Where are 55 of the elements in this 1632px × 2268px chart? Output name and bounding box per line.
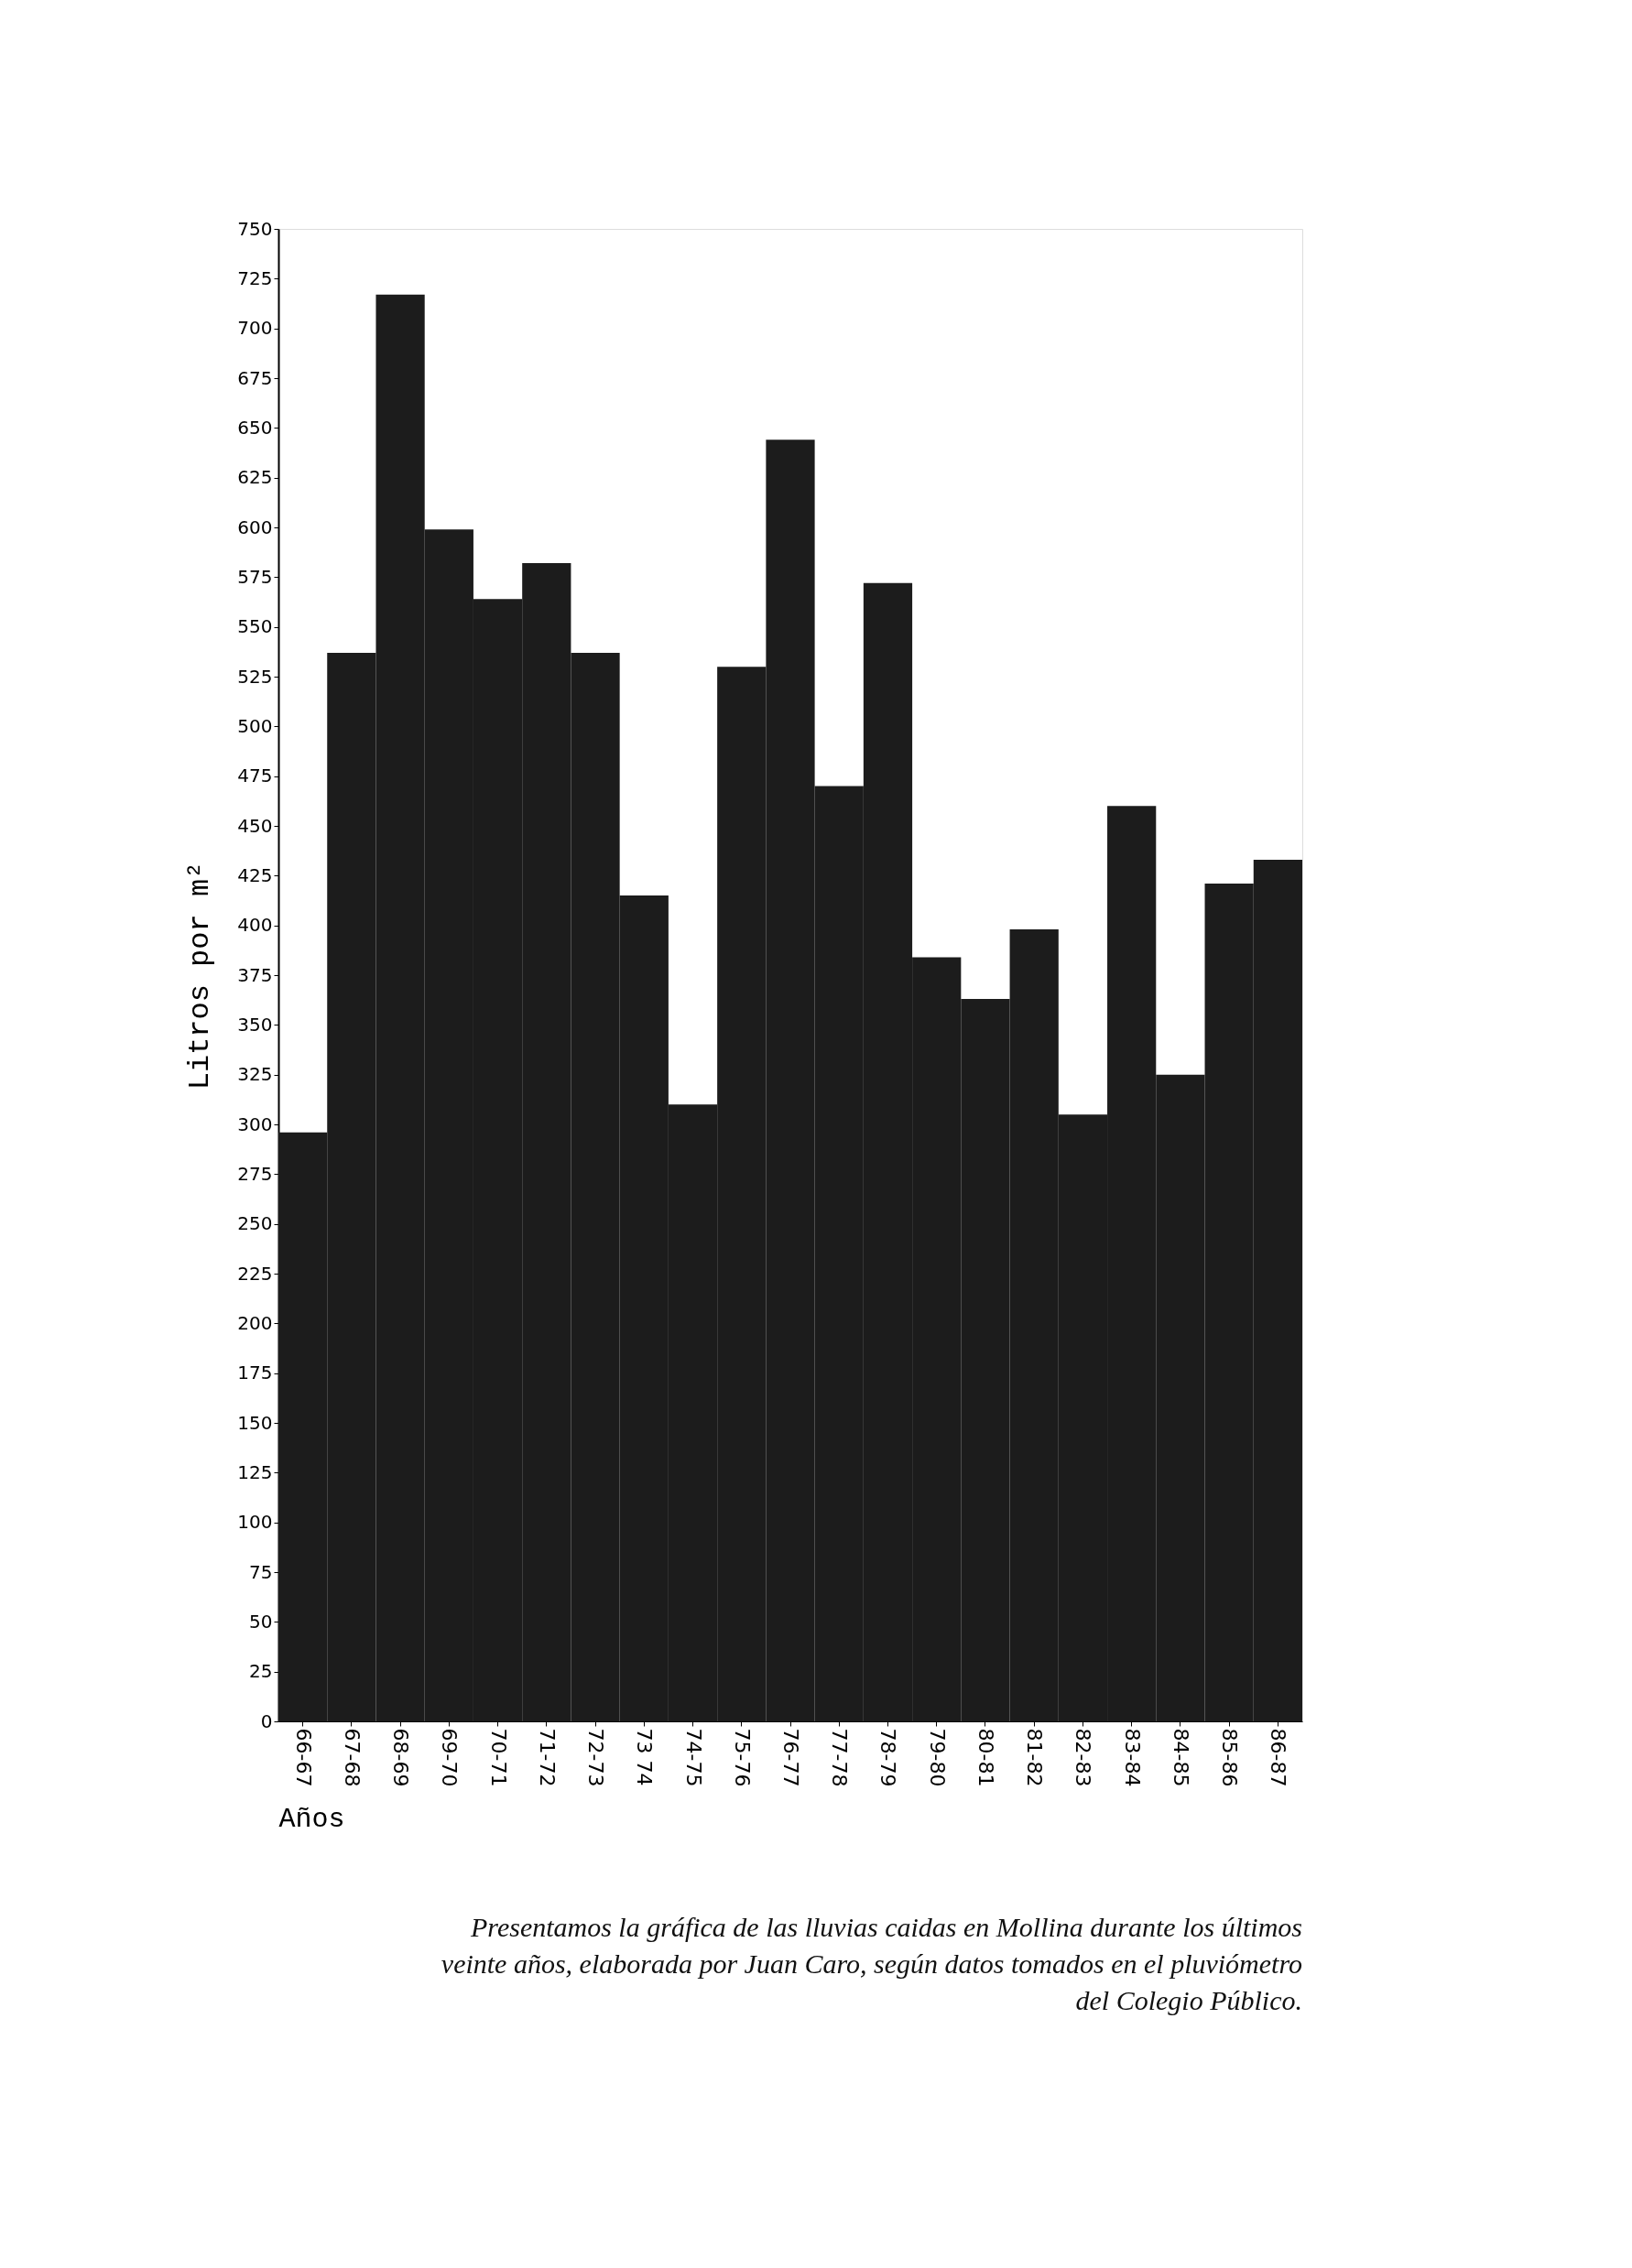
x-tick-label: 78-79 bbox=[876, 1728, 900, 1787]
x-tick-label: 79-80 bbox=[925, 1728, 949, 1787]
x-tick-label: 84-85 bbox=[1169, 1728, 1192, 1787]
x-tick-label: 77-78 bbox=[828, 1728, 852, 1787]
y-tick-label: 750 bbox=[237, 217, 273, 240]
y-tick-label: 125 bbox=[237, 1460, 273, 1483]
y-tick-label: 250 bbox=[237, 1212, 273, 1235]
x-tick-label: 81-82 bbox=[1023, 1728, 1047, 1787]
y-tick-label: 625 bbox=[237, 466, 273, 489]
y-tick-label: 450 bbox=[237, 814, 273, 837]
y-tick-label: 725 bbox=[237, 266, 273, 289]
y-tick-label: 50 bbox=[249, 1610, 273, 1633]
x-tick-label: 73 74 bbox=[633, 1728, 657, 1786]
x-tick-label: 70-71 bbox=[486, 1728, 510, 1787]
y-tick-label: 525 bbox=[237, 665, 273, 688]
x-tick-label: 72-73 bbox=[584, 1728, 608, 1787]
y-tick-label: 375 bbox=[237, 963, 273, 986]
x-tick-label: 85-86 bbox=[1218, 1728, 1242, 1787]
x-tick-label: 66-67 bbox=[291, 1728, 315, 1787]
x-tick-label: 71-72 bbox=[535, 1728, 559, 1787]
x-tick-label: 75-76 bbox=[730, 1728, 754, 1787]
y-tick-label: 400 bbox=[237, 914, 273, 937]
y-tick-label: 675 bbox=[237, 366, 273, 389]
y-tick-label: 25 bbox=[249, 1660, 273, 1683]
y-tick-label: 325 bbox=[237, 1063, 273, 1086]
y-tick-label: 200 bbox=[237, 1311, 273, 1334]
x-tick-label: 69-70 bbox=[438, 1728, 462, 1787]
y-tick-label: 100 bbox=[237, 1511, 273, 1534]
x-tick-label: 76-77 bbox=[779, 1728, 802, 1787]
x-tick-label: 68-69 bbox=[389, 1728, 413, 1787]
y-tick-label: 0 bbox=[260, 1709, 273, 1732]
y-tick-label: 75 bbox=[249, 1560, 273, 1583]
y-tick-label: 600 bbox=[237, 515, 273, 538]
x-tick-label: 74-75 bbox=[681, 1728, 705, 1787]
y-tick-label: 425 bbox=[237, 863, 273, 886]
y-tick-label: 300 bbox=[237, 1112, 273, 1135]
y-tick-label: 150 bbox=[237, 1411, 273, 1434]
y-tick-label: 700 bbox=[237, 317, 273, 340]
x-axis-title: Años bbox=[278, 1804, 345, 1836]
x-tick-label: 80-81 bbox=[974, 1728, 997, 1787]
x-tick-label: 83-84 bbox=[1120, 1728, 1144, 1787]
y-tick-label: 575 bbox=[237, 565, 273, 588]
y-tick-label: 275 bbox=[237, 1162, 273, 1185]
y-tick-label: 350 bbox=[237, 1013, 273, 1036]
x-tick-label: 67-68 bbox=[340, 1728, 364, 1787]
y-tick-label: 175 bbox=[237, 1362, 273, 1384]
y-tick-label: 500 bbox=[237, 714, 273, 737]
y-tick-label: 650 bbox=[237, 416, 273, 439]
y-tick-label: 550 bbox=[237, 615, 273, 638]
y-axis-title: Litros por m² bbox=[183, 861, 218, 1091]
text: Presentamos la gráfica de las lluvias caidas en Mollina durante los últimos veinte años, elaborada por Juan Caro, según datos tomados en el pluviómetro del Colegio Público. bbox=[441, 1911, 1302, 2015]
x-tick-label: 82-83 bbox=[1072, 1728, 1095, 1787]
x-tick-label: 86-87 bbox=[1267, 1728, 1290, 1787]
y-tick-label: 225 bbox=[237, 1262, 273, 1285]
y-tick-label: 475 bbox=[237, 765, 273, 787]
